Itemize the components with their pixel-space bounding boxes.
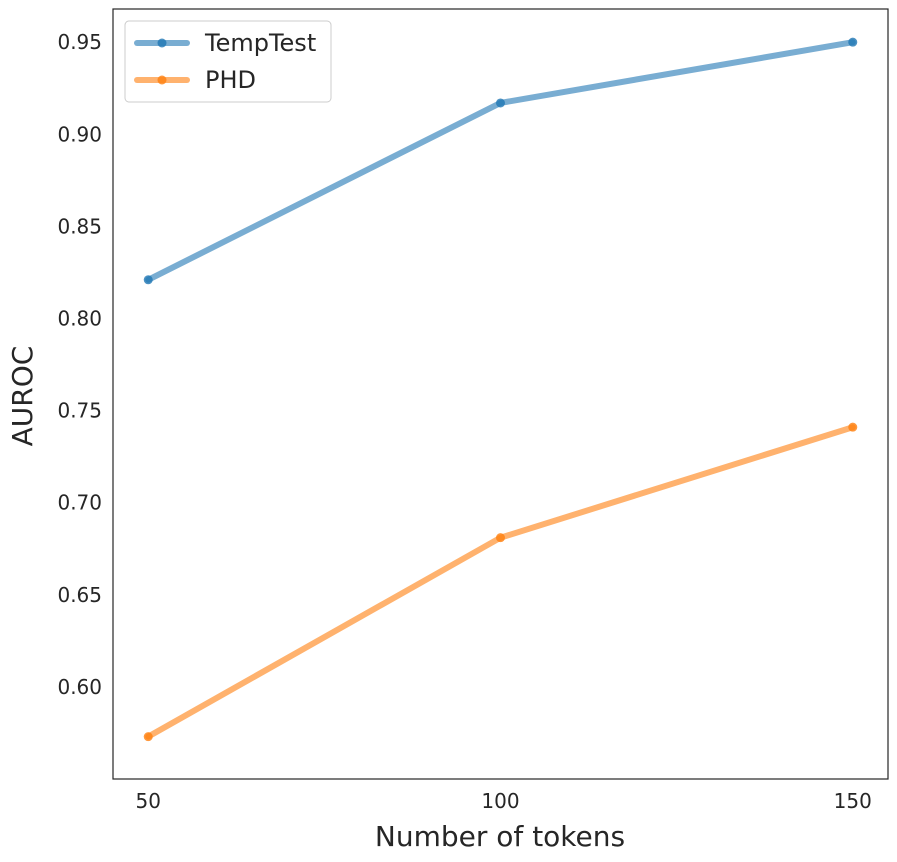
y-tick-label: 0.90 <box>57 122 102 146</box>
y-tick-label: 0.80 <box>57 306 102 330</box>
legend-label-temptest: TempTest <box>204 29 316 57</box>
legend-marker-phd <box>157 75 167 85</box>
x-tick-label: 50 <box>136 789 161 813</box>
data-point-temptest <box>496 98 505 108</box>
data-point-phd <box>848 422 858 432</box>
legend-marker-temptest <box>157 38 167 48</box>
legend: TempTest PHD <box>124 20 332 103</box>
x-tick-label: 150 <box>834 789 872 813</box>
y-axis-ticks: 0.60 0.65 0.70 0.75 0.80 0.85 0.90 0.95 <box>57 30 102 699</box>
x-axis-ticks: 50 100 150 <box>136 789 872 813</box>
series-layer <box>143 37 858 742</box>
y-tick-label: 0.60 <box>57 675 102 699</box>
data-point-phd <box>496 533 505 543</box>
y-axis-label: AUROC <box>6 346 39 447</box>
x-tick-label: 100 <box>481 789 519 813</box>
y-tick-label: 0.70 <box>57 491 102 515</box>
y-tick-label: 0.95 <box>57 30 102 54</box>
data-point-temptest <box>143 275 153 285</box>
data-point-phd <box>143 732 153 742</box>
x-axis-label: Number of tokens <box>375 820 625 853</box>
y-tick-label: 0.75 <box>57 399 102 423</box>
plot-area <box>112 8 889 780</box>
data-point-temptest <box>848 37 858 47</box>
y-tick-label: 0.65 <box>57 583 102 607</box>
y-tick-label: 0.85 <box>57 214 102 238</box>
legend-label-phd: PHD <box>205 66 256 94</box>
